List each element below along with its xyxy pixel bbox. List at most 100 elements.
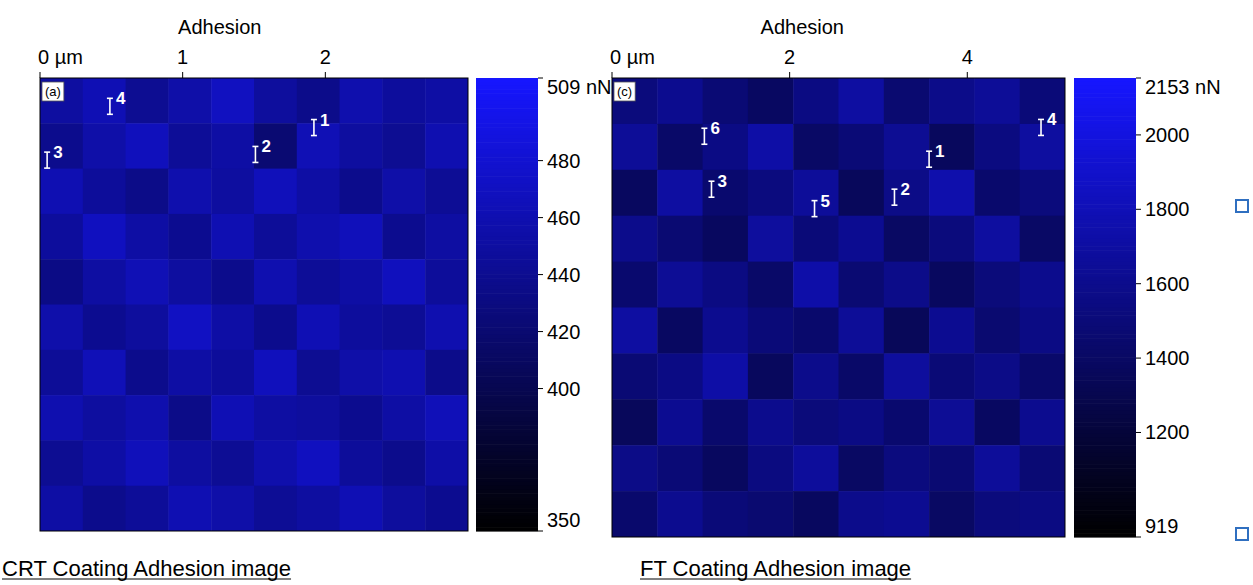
cell	[382, 259, 425, 305]
colorbar-step	[1074, 143, 1136, 147]
figure: 0 µm12Adhesion(a)1234509 nN4804604404204…	[0, 0, 1253, 585]
colorbar-step	[476, 520, 538, 524]
cell	[839, 216, 885, 262]
colorbar-step	[476, 448, 538, 452]
colorbar-step	[476, 214, 538, 218]
cell	[297, 214, 340, 260]
cell	[168, 169, 211, 215]
cell	[657, 124, 703, 170]
colorbar-step	[1074, 529, 1136, 533]
colorbar-step	[1074, 151, 1136, 155]
cell	[793, 353, 839, 399]
colorbar-step	[1074, 220, 1136, 224]
cell	[425, 123, 468, 169]
x-tick-label: 2	[320, 46, 331, 68]
colorbar-step	[476, 203, 538, 207]
colorbar-step	[1074, 407, 1136, 411]
colorbar-step	[1074, 518, 1136, 522]
colorbar-step	[1074, 105, 1136, 109]
colorbar-step	[476, 312, 538, 316]
colorbar-step	[1074, 304, 1136, 308]
cell	[40, 305, 83, 351]
cell	[340, 259, 383, 305]
cell	[974, 308, 1020, 354]
colorbar-label: 460	[547, 207, 580, 229]
cell	[297, 78, 340, 124]
colorbar-label: 480	[547, 150, 580, 172]
colorbar-step	[1074, 361, 1136, 365]
cell	[126, 440, 169, 486]
cell	[340, 169, 383, 215]
colorbar-step	[476, 388, 538, 392]
colorbar-label: 1800	[1145, 198, 1190, 220]
colorbar-step	[1074, 147, 1136, 151]
colorbar-step	[1074, 204, 1136, 208]
colorbar-step	[476, 267, 538, 271]
colorbar-step	[476, 433, 538, 437]
cell	[793, 124, 839, 170]
colorbar-step	[1074, 353, 1136, 357]
colorbar-step	[476, 146, 538, 150]
annotation: 5	[812, 192, 830, 217]
cell	[612, 78, 658, 124]
colorbar-step	[1074, 97, 1136, 101]
annotation-line	[1040, 119, 1042, 135]
cell	[793, 308, 839, 354]
cell	[297, 486, 340, 531]
colorbar-step	[1074, 461, 1136, 465]
colorbar-label: 440	[547, 264, 580, 286]
colorbar-step	[476, 403, 538, 407]
colorbar-step	[476, 176, 538, 180]
colorbar-label: 2153 nN	[1145, 76, 1221, 98]
colorbar-step	[476, 289, 538, 293]
x-tick-label: 0 µm	[38, 46, 83, 68]
panel-letter: (c)	[617, 84, 632, 99]
colorbar-step	[476, 327, 538, 331]
colorbar-step	[476, 104, 538, 108]
cell	[793, 399, 839, 445]
cell	[254, 169, 297, 215]
colorbar-step	[1074, 380, 1136, 384]
panel-letter: (a)	[45, 84, 61, 99]
colorbar-step	[1074, 128, 1136, 132]
colorbar-step	[476, 357, 538, 361]
cell	[254, 214, 297, 260]
colorbar-step	[476, 259, 538, 263]
annotation-cap	[107, 98, 113, 100]
cell	[884, 78, 930, 124]
colorbar-step	[1074, 273, 1136, 277]
colorbar-step	[1074, 86, 1136, 90]
colorbar-step	[1074, 300, 1136, 304]
colorbar-step	[476, 497, 538, 501]
colorbar-step	[476, 320, 538, 324]
colorbar-step	[476, 244, 538, 248]
colorbar-step	[1074, 254, 1136, 258]
cell	[1020, 491, 1065, 537]
cell	[612, 308, 658, 354]
cell	[40, 486, 83, 531]
annotation-line	[704, 128, 706, 144]
colorbar-step	[1074, 292, 1136, 296]
colorbar-step	[476, 180, 538, 184]
cell	[839, 308, 885, 354]
colorbar-step	[476, 210, 538, 214]
colorbar-step	[1074, 399, 1136, 403]
colorbar-step	[1074, 89, 1136, 93]
cell	[793, 78, 839, 124]
cell	[884, 308, 930, 354]
cell	[1020, 170, 1065, 216]
cell	[382, 350, 425, 396]
annotation: 6	[701, 119, 719, 144]
cell	[929, 78, 975, 124]
annotation-cap	[926, 166, 932, 168]
x-tick-label: 2	[784, 46, 795, 68]
colorbar-step	[476, 263, 538, 267]
colorbar-step	[476, 157, 538, 161]
colorbar-step	[476, 493, 538, 497]
cell	[40, 78, 83, 124]
cell	[340, 78, 383, 124]
colorbar-step	[1074, 101, 1136, 105]
colorbar-step	[476, 305, 538, 309]
colorbar-step	[1074, 166, 1136, 170]
colorbar-step	[476, 301, 538, 305]
